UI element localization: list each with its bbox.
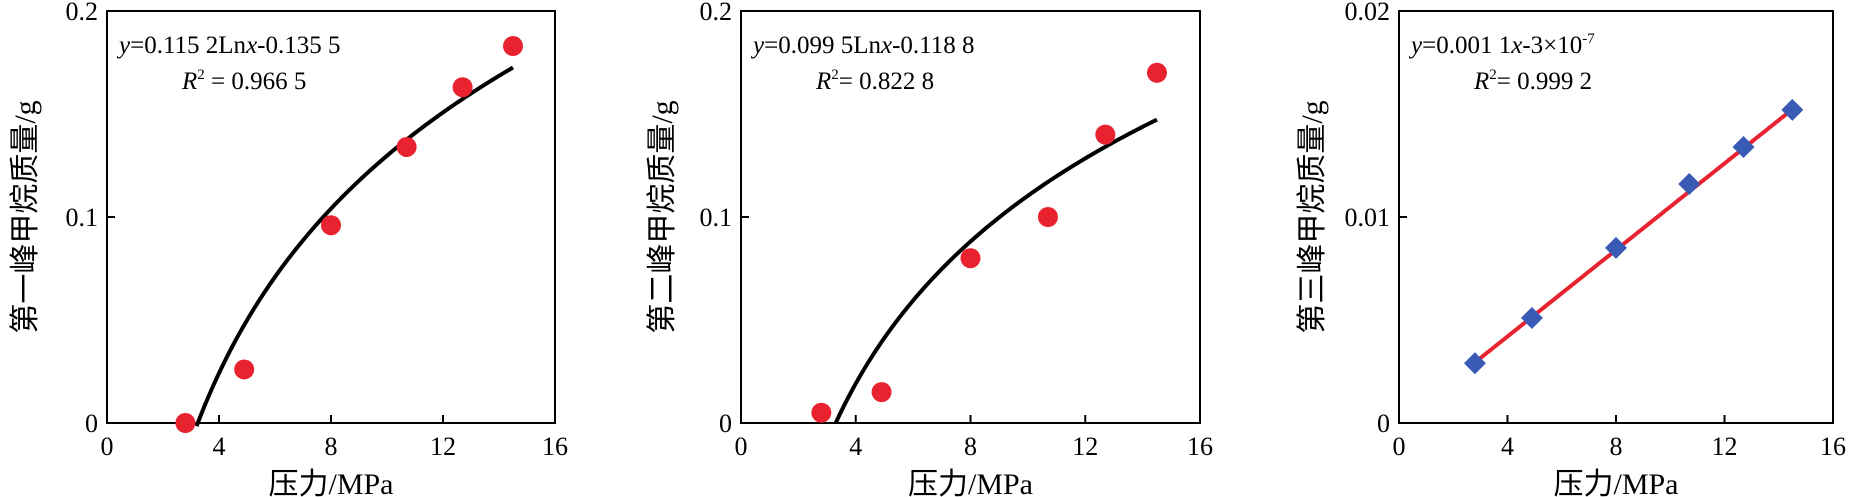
x-tick-label: 8 <box>325 432 338 461</box>
data-point <box>1095 124 1116 145</box>
data-point <box>1037 207 1058 227</box>
x-tick-label: 8 <box>964 432 977 461</box>
fit-curve <box>194 65 515 427</box>
y-tick-label: 0 <box>85 409 98 438</box>
data-point <box>1605 236 1627 259</box>
data-point <box>1732 135 1755 158</box>
data-point <box>1520 306 1543 329</box>
data-point <box>321 215 341 236</box>
y-axis-label: 第一峰甲烷质量/g <box>9 100 42 333</box>
fit-equation: y=0.115 2Lnx-0.135 5 <box>116 32 341 59</box>
y-tick-label: 0 <box>719 409 732 438</box>
y-tick-label: 0.1 <box>66 203 99 232</box>
x-tick-label: 8 <box>1610 432 1623 461</box>
y-tick-label: 0.02 <box>1345 0 1391 26</box>
data-point <box>452 77 473 98</box>
data-point <box>503 36 523 57</box>
x-tick-label: 16 <box>1187 432 1213 461</box>
fit-curve <box>833 117 1158 424</box>
y-tick-label: 0.1 <box>700 203 733 232</box>
r-squared: R2= 0.999 2 <box>1473 67 1592 95</box>
fit-equation: y=0.001 1x-3×10-7 <box>1408 31 1595 59</box>
data-point <box>1463 352 1486 375</box>
plot-frame <box>1398 10 1834 424</box>
chart-panel-2: 0 4 8 12 16 0 0.1 0.2 压力/MPa 第二峰甲烷质量/g y=0.099 5Ln… <box>646 0 1213 497</box>
x-axis-label: 压力/MPa <box>1553 468 1678 497</box>
x-tick-label: 16 <box>1820 432 1846 461</box>
chart-panel-3: 0 4 8 12 16 0 0.01 0.02 压力/MPa 第三峰甲烷质量/g y=0.001 1… <box>1296 0 1846 497</box>
x-tick-label: 0 <box>1393 432 1406 461</box>
data-point <box>175 413 196 433</box>
y-tick-label: 0.2 <box>66 0 99 26</box>
x-tick-label: 0 <box>735 432 748 461</box>
x-tick-label: 12 <box>1712 432 1738 461</box>
data-point <box>396 136 417 157</box>
y-tick-label: 0.01 <box>1345 203 1391 232</box>
r-squared: R2 = 0.966 5 <box>181 67 306 95</box>
x-tick-label: 12 <box>430 432 456 461</box>
r-squared: R2= 0.822 8 <box>815 67 934 95</box>
x-tick-label: 4 <box>213 432 226 461</box>
x-axis-label: 压力/MPa <box>908 468 1033 497</box>
x-tick-label: 4 <box>849 432 862 461</box>
plot-frame <box>740 10 1201 424</box>
fit-equation: y=0.099 5Lnx-0.118 8 <box>750 32 975 59</box>
x-axis-label: 压力/MPa <box>268 468 393 497</box>
data-point <box>1146 62 1167 83</box>
x-tick-label: 16 <box>542 432 568 461</box>
y-tick-label: 0 <box>1377 409 1390 438</box>
chart-panel-1: 0 4 8 12 16 0 0.1 0.2 压力/MPa 第一峰甲烷质量/g y=0.115 2Ln… <box>9 0 568 497</box>
x-tick-label: 12 <box>1072 432 1098 461</box>
data-point <box>960 248 981 269</box>
data-point <box>1781 98 1804 121</box>
x-tick-label: 0 <box>101 432 114 461</box>
y-axis-label: 第三峰甲烷质量/g <box>1296 100 1329 333</box>
y-axis-label: 第二峰甲烷质量/g <box>646 100 679 333</box>
data-point <box>234 359 255 380</box>
x-tick-label: 4 <box>1501 432 1514 461</box>
data-point <box>871 382 892 403</box>
y-tick-label: 0.2 <box>700 0 733 26</box>
data-point <box>811 402 832 423</box>
data-point <box>1678 173 1701 196</box>
